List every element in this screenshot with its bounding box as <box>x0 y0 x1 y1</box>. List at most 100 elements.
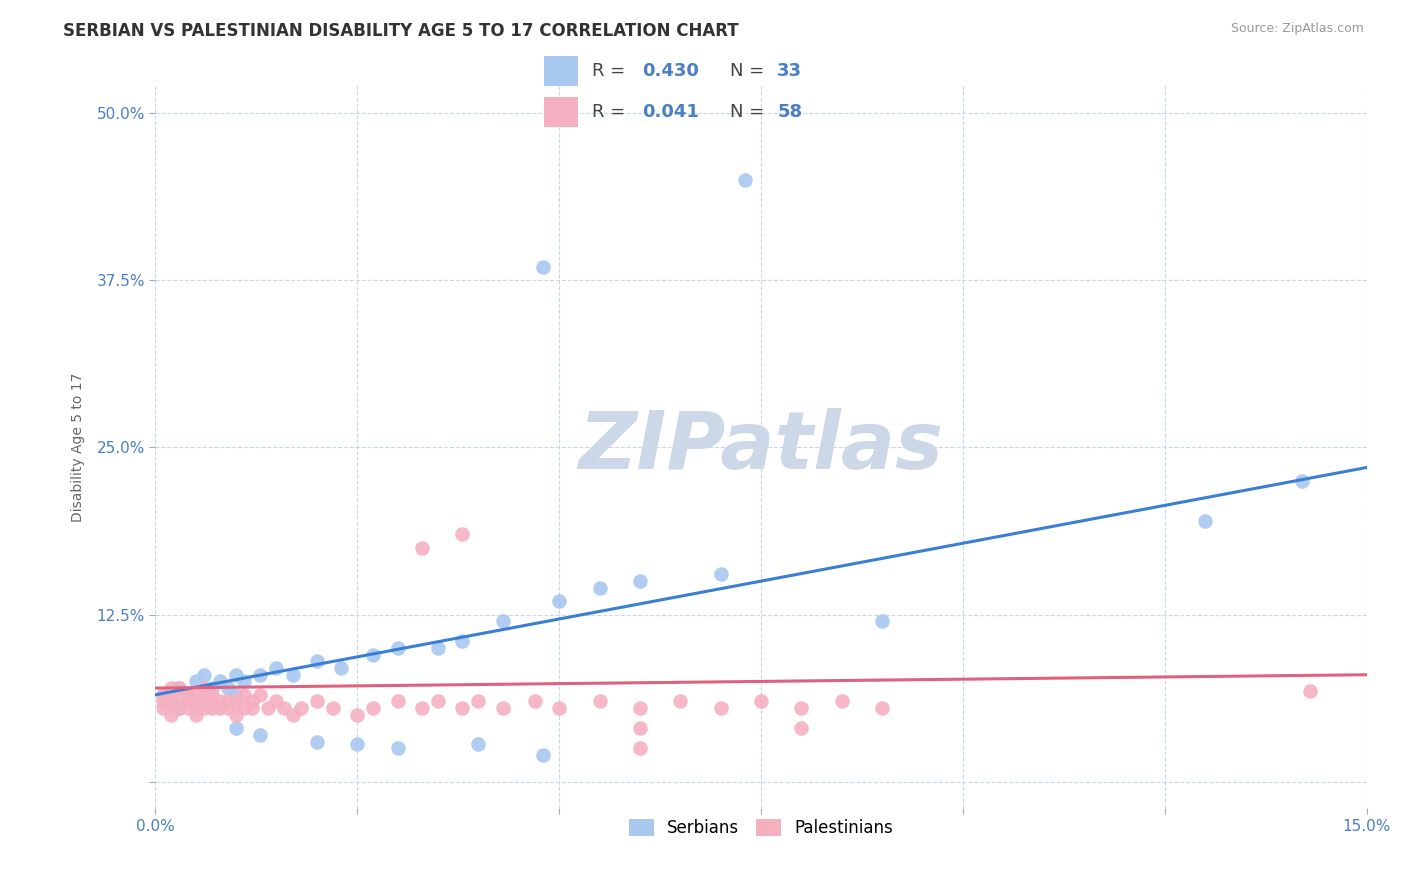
Point <box>322 701 344 715</box>
Point <box>184 694 207 708</box>
Point <box>266 694 288 708</box>
Point <box>411 701 433 715</box>
Point <box>169 701 191 715</box>
Point <box>387 694 409 708</box>
Text: N =: N = <box>730 103 770 121</box>
Point <box>411 541 433 555</box>
Point <box>193 667 215 681</box>
Point <box>451 527 474 541</box>
Point <box>548 594 571 608</box>
Point <box>233 674 256 689</box>
Point <box>201 688 224 702</box>
Text: 0.430: 0.430 <box>643 62 699 79</box>
Point <box>208 674 231 689</box>
Point <box>208 694 231 708</box>
Point <box>710 701 733 715</box>
Point <box>169 681 191 695</box>
Point <box>201 694 224 708</box>
Point <box>491 701 513 715</box>
Point <box>249 667 271 681</box>
Text: 58: 58 <box>778 103 803 121</box>
Point <box>387 640 409 655</box>
Text: R =: R = <box>592 103 631 121</box>
Point <box>281 707 304 722</box>
Point <box>628 574 651 588</box>
Point <box>169 701 191 715</box>
Point <box>233 688 256 702</box>
Point <box>160 694 183 708</box>
Text: 33: 33 <box>778 62 803 79</box>
Point <box>160 681 183 695</box>
Point <box>669 694 692 708</box>
Point <box>628 701 651 715</box>
Point <box>201 701 224 715</box>
Point <box>281 667 304 681</box>
Point <box>184 701 207 715</box>
Point <box>201 681 224 695</box>
Point <box>273 701 295 715</box>
Point <box>184 674 207 689</box>
Point <box>870 701 893 715</box>
Point <box>363 648 385 662</box>
Y-axis label: Disability Age 5 to 17: Disability Age 5 to 17 <box>72 373 86 522</box>
Point <box>240 701 263 715</box>
Point <box>451 701 474 715</box>
Point <box>176 688 198 702</box>
Point <box>217 701 239 715</box>
Point <box>290 701 312 715</box>
Text: ZIPatlas: ZIPatlas <box>578 409 943 486</box>
Text: N =: N = <box>730 62 770 79</box>
Point <box>870 614 893 628</box>
Point <box>305 734 328 748</box>
Legend: Serbians, Palestinians: Serbians, Palestinians <box>623 812 900 844</box>
Point <box>240 694 263 708</box>
Point <box>225 707 247 722</box>
Point <box>152 701 174 715</box>
Text: 0.041: 0.041 <box>643 103 699 121</box>
Point <box>548 701 571 715</box>
Point <box>426 640 449 655</box>
Point <box>523 694 546 708</box>
Point <box>193 681 215 695</box>
Point <box>217 681 239 695</box>
Point <box>193 688 215 702</box>
Point <box>184 707 207 722</box>
Text: Source: ZipAtlas.com: Source: ZipAtlas.com <box>1230 22 1364 36</box>
Point <box>225 694 247 708</box>
Point <box>176 701 198 715</box>
Point <box>346 737 368 751</box>
Point <box>628 721 651 735</box>
Point <box>1291 474 1313 488</box>
Point <box>451 634 474 648</box>
Point <box>710 567 733 582</box>
Text: R =: R = <box>592 62 631 79</box>
Point <box>249 688 271 702</box>
Point <box>305 654 328 668</box>
Point <box>201 694 224 708</box>
Point <box>225 688 247 702</box>
Point <box>217 694 239 708</box>
Point <box>225 721 247 735</box>
Point <box>1299 683 1322 698</box>
Point <box>749 694 772 708</box>
Point <box>346 707 368 722</box>
Point <box>831 694 853 708</box>
Point <box>152 688 174 702</box>
Point <box>628 741 651 756</box>
Point <box>169 681 191 695</box>
Point <box>176 694 198 708</box>
Point <box>491 614 513 628</box>
Point <box>233 701 256 715</box>
Point <box>588 694 610 708</box>
Point <box>257 701 280 715</box>
Point <box>305 694 328 708</box>
Point <box>790 721 813 735</box>
Point <box>193 694 215 708</box>
Point <box>169 688 191 702</box>
Bar <box>544 56 578 86</box>
Point <box>531 260 554 274</box>
Point <box>249 728 271 742</box>
Point <box>467 737 489 751</box>
Point <box>467 694 489 708</box>
Point <box>266 661 288 675</box>
